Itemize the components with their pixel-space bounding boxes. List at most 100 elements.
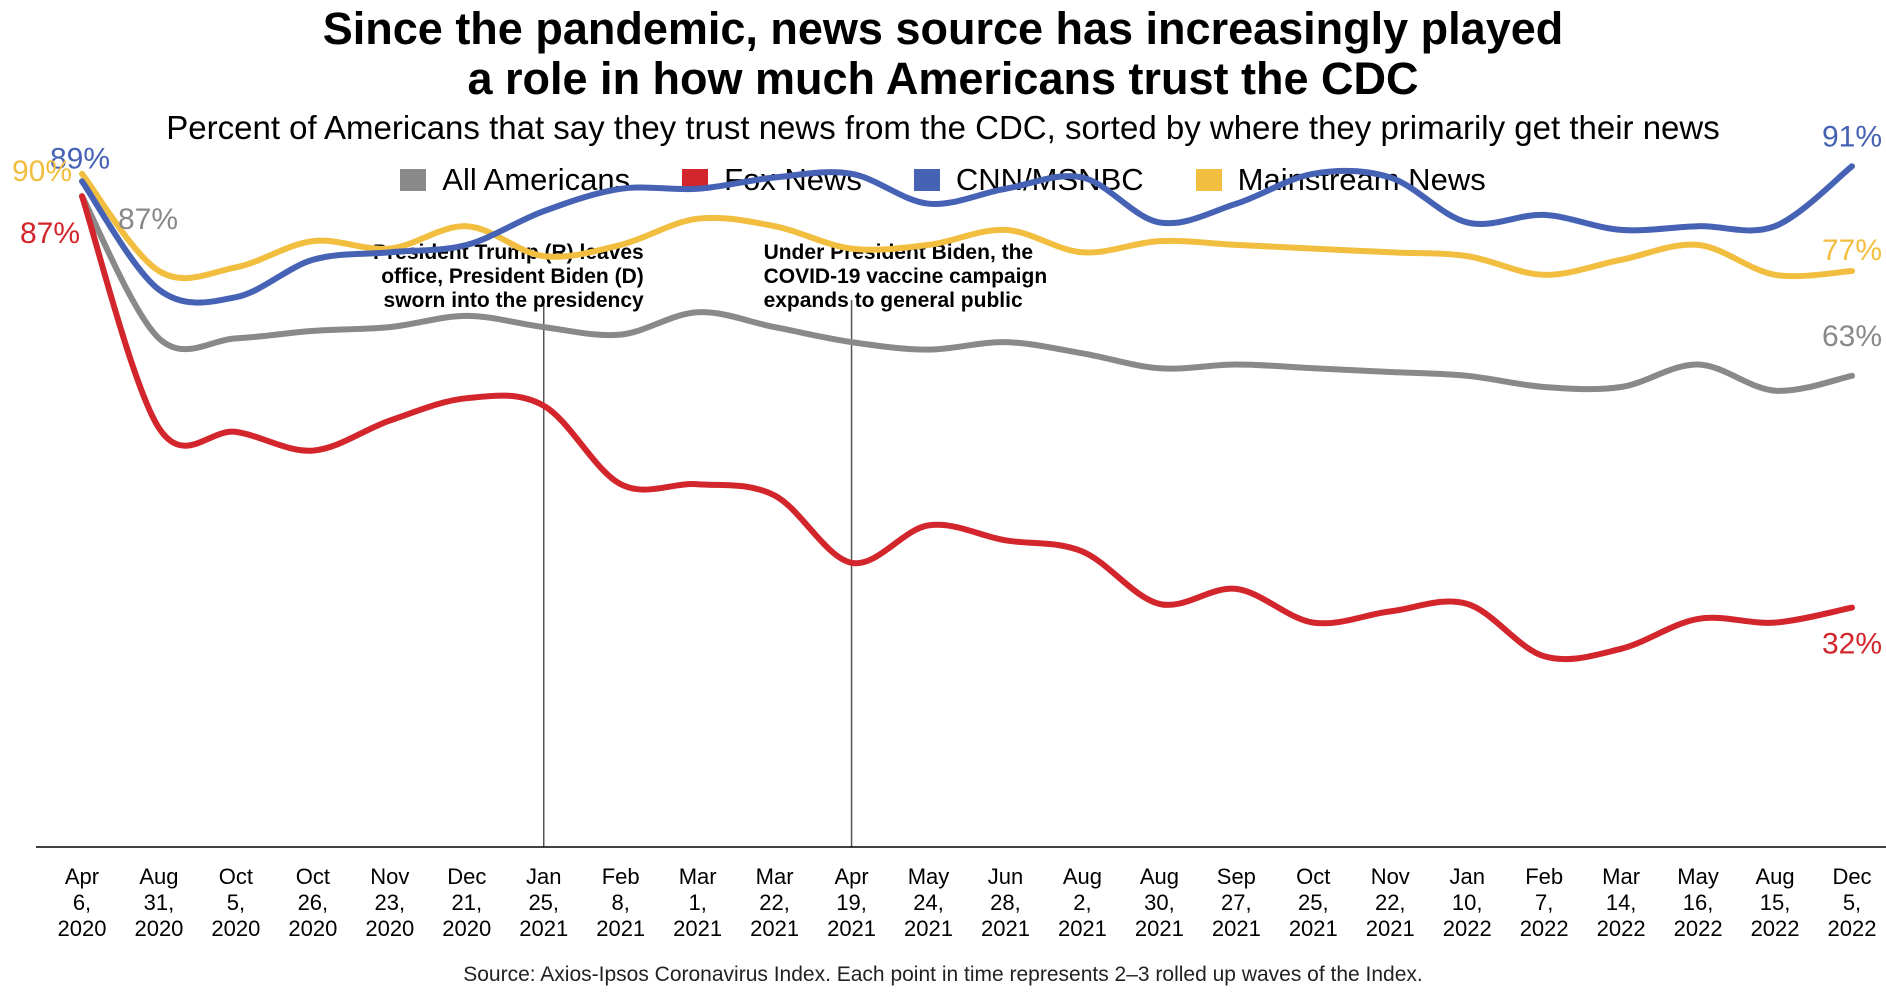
x-tick-label-22-line-1: May [1677, 864, 1719, 889]
x-tick-label-9-line-3: 2021 [673, 916, 722, 941]
x-tick-label-6-line-1: Dec [447, 864, 486, 889]
chart-title-line-2: a role in how much Americans trust the C… [467, 53, 1419, 104]
x-tick-label-19-line-1: Jan [1449, 864, 1484, 889]
x-tick-label-2-line-2: 31, [144, 890, 175, 915]
x-tick-label-18-line-2: 22, [1375, 890, 1406, 915]
x-tick-label-8-line-3: 2021 [596, 916, 645, 941]
annotation-text-2-line-2: COVID-19 vaccine campaign [764, 265, 1048, 288]
x-tick-label-23-line-2: 15, [1760, 890, 1791, 915]
x-tick-label-11-line-2: 19, [836, 890, 867, 915]
x-tick-label-24-line-3: 2022 [1828, 916, 1877, 941]
x-tick-label-23-line-3: 2022 [1751, 916, 1800, 941]
x-tick-label-5-line-2: 23, [375, 890, 406, 915]
x-tick-label-16-line-2: 27, [1221, 890, 1252, 915]
x-tick-label-7-line-3: 2021 [519, 916, 568, 941]
annotation-text-2-line-1: Under President Biden, the [764, 241, 1034, 264]
x-tick-label-3-line-3: 2020 [211, 916, 260, 941]
annotation-text-1-line-2: office, President Biden (D) [381, 265, 644, 288]
x-tick-label-13-line-3: 2021 [981, 916, 1030, 941]
x-tick-label-21-line-3: 2022 [1597, 916, 1646, 941]
x-tick-label-2-line-1: Aug [139, 864, 178, 889]
x-tick-label-18-line-1: Nov [1371, 864, 1410, 889]
source-note: Source: Axios-Ipsos Coronavirus Index. E… [463, 963, 1423, 986]
x-tick-label-8-line-2: 8, [612, 890, 630, 915]
x-tick-label-11-line-1: Apr [834, 864, 868, 889]
x-tick-label-7-line-1: Jan [526, 864, 561, 889]
x-tick-label-19-line-3: 2022 [1443, 916, 1492, 941]
x-tick-label-22-line-3: 2022 [1674, 916, 1723, 941]
legend-item-mainstream-news: Mainstream News [1195, 160, 1486, 200]
data-label-all-americans-start: 87% [118, 203, 178, 236]
legend-label-mainstream-news: Mainstream News [1237, 162, 1486, 197]
x-tick-label-7-line-2: 25, [528, 890, 559, 915]
x-tick-label-12-line-3: 2021 [904, 916, 953, 941]
x-tick-label-4-line-2: 26, [298, 890, 329, 915]
data-label-fox-news-start: 87% [20, 217, 80, 250]
x-tick-label-20-line-3: 2022 [1520, 916, 1569, 941]
annotation-text-2-line-3: expands to general public [764, 289, 1023, 312]
x-tick-label-15-line-2: 30, [1144, 890, 1175, 915]
x-tick-label-2-line-3: 2020 [134, 916, 183, 941]
data-label-cnn-msnbc-end: 91% [1822, 120, 1882, 153]
x-tick-label-20-line-2: 7, [1535, 890, 1553, 915]
x-tick-label-24-line-1: Dec [1832, 864, 1871, 889]
x-tick-label-5-line-3: 2020 [365, 916, 414, 941]
x-tick-label-4-line-3: 2020 [288, 916, 337, 941]
x-tick-label-13-line-2: 28, [990, 890, 1021, 915]
x-tick-label-21-line-1: Mar [1602, 864, 1640, 889]
annotation-text-1-line-3: sworn into the presidency [384, 289, 645, 312]
x-tick-label-12-line-2: 24, [913, 890, 944, 915]
x-tick-label-23-line-1: Aug [1755, 864, 1794, 889]
x-tick-label-14-line-1: Aug [1063, 864, 1102, 889]
series-line-fox-news [79, 193, 1855, 663]
x-tick-label-4-line-1: Oct [296, 864, 330, 889]
x-tick-label-5-line-1: Nov [370, 864, 409, 889]
data-label-all-americans-end: 63% [1822, 320, 1882, 353]
x-tick-label-10-line-1: Mar [756, 864, 794, 889]
x-tick-label-8-line-1: Feb [602, 864, 640, 889]
x-tick-label-10-line-3: 2021 [750, 916, 799, 941]
legend-swatch-mainstream-news [1195, 169, 1222, 191]
chart-subtitle: Percent of Americans that say they trust… [166, 109, 1720, 146]
x-tick-label-16-line-3: 2021 [1212, 916, 1261, 941]
x-tick-label-1-line-1: Apr [65, 864, 99, 889]
x-tick-label-20-line-1: Feb [1525, 864, 1563, 889]
x-tick-label-12-line-1: May [908, 864, 950, 889]
x-tick-label-13-line-1: Jun [988, 864, 1023, 889]
chart-title-line-1: Since the pandemic, news source has incr… [322, 3, 1564, 54]
x-tick-label-9-line-1: Mar [679, 864, 717, 889]
x-tick-label-11-line-3: 2021 [827, 916, 876, 941]
x-tick-label-9-line-2: 1, [688, 890, 706, 915]
x-tick-label-21-line-2: 14, [1606, 890, 1637, 915]
series-line-all-americans [79, 193, 1855, 394]
x-tick-label-1-line-3: 2020 [58, 916, 107, 941]
x-tick-label-24-line-2: 5, [1843, 890, 1861, 915]
data-label-mainstream-news-start: 90% [12, 155, 72, 188]
x-tick-label-14-line-3: 2021 [1058, 916, 1107, 941]
data-label-fox-news-end: 32% [1822, 628, 1882, 661]
x-tick-label-3-line-1: Oct [219, 864, 253, 889]
legend-swatch-all-americans [400, 169, 427, 191]
x-tick-label-18-line-3: 2021 [1366, 916, 1415, 941]
x-tick-label-6-line-2: 21, [451, 890, 482, 915]
x-tick-label-3-line-2: 5, [227, 890, 245, 915]
data-label-cnn-msnbc-start: 89% [50, 142, 110, 175]
x-tick-label-14-line-2: 2, [1073, 890, 1091, 915]
x-tick-label-16-line-1: Sep [1217, 864, 1256, 889]
legend-swatch-cnn-msnbc [913, 169, 940, 191]
x-tick-label-19-line-2: 10, [1452, 890, 1483, 915]
x-tick-label-17-line-1: Oct [1296, 864, 1330, 889]
x-tick-label-15-line-1: Aug [1140, 864, 1179, 889]
data-label-mainstream-news-end: 77% [1822, 234, 1882, 267]
x-tick-label-6-line-3: 2020 [442, 916, 491, 941]
series-line-mainstream-news [79, 170, 1855, 282]
x-tick-label-15-line-3: 2021 [1135, 916, 1184, 941]
chart-title: Since the pandemic, news source has incr… [0, 4, 1886, 104]
x-tick-label-17-line-3: 2021 [1289, 916, 1338, 941]
x-tick-label-17-line-2: 25, [1298, 890, 1329, 915]
x-tick-label-22-line-2: 16, [1683, 890, 1714, 915]
series-line-cnn-msnbc [79, 163, 1855, 306]
x-tick-label-1-line-2: 6, [73, 890, 91, 915]
x-tick-label-10-line-2: 22, [759, 890, 790, 915]
